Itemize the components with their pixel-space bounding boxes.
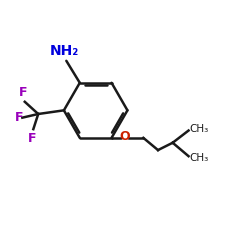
Text: CH₃: CH₃ [190,124,209,134]
Text: NH₂: NH₂ [49,44,78,58]
Text: F: F [18,86,27,99]
Text: F: F [14,111,23,124]
Text: F: F [28,132,36,145]
Text: CH₃: CH₃ [190,153,209,163]
Text: O: O [120,130,130,143]
